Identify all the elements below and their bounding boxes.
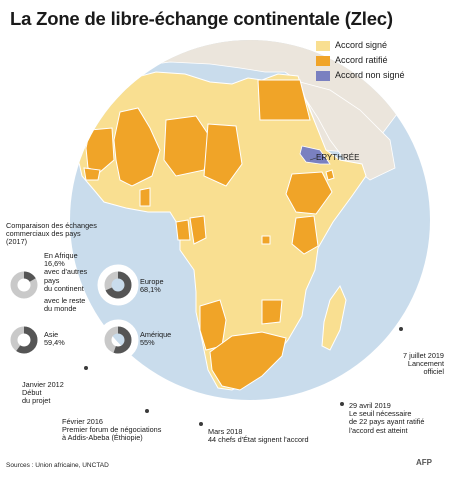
stat-asia-region: Asie: [44, 330, 59, 339]
comparison-heading-line3: (2017): [6, 237, 28, 247]
country-ghana: [139, 187, 151, 207]
timeline-date-2018: Mars 2018: [208, 427, 243, 436]
timeline-dot-2016: [145, 409, 149, 413]
timeline-text-april-2019-2: de 22 pays ayant ratifié: [349, 417, 425, 427]
country-congo: [189, 215, 207, 245]
timeline-text-2016-2: à Addis-Abeba (Éthiopie): [62, 433, 143, 443]
eritrea-label: ERYTHRÉE: [316, 153, 359, 162]
legend-label-not-signed: Accord non signé: [335, 70, 405, 80]
timeline-text-2012-1: Début: [22, 388, 42, 398]
timeline-date-2012: Janvier 2012: [22, 380, 64, 389]
stat-asia: Asie 59,4%: [44, 330, 65, 348]
stat-africa-note-3: du continent: [44, 283, 84, 293]
timeline-date-2016: Février 2016: [62, 417, 103, 426]
sources-note: Sources : Union africaine, UNCTAD: [6, 462, 109, 469]
timeline-event-july-2019: 7 juillet 2019 Lancement officiel: [403, 351, 444, 377]
timeline-text-2012-2: du projet: [22, 396, 51, 406]
stat-america-region: Amérique: [140, 330, 172, 339]
arabian-peninsula: [299, 81, 396, 181]
timeline-date-july-2019: 7 juillet 2019: [403, 351, 444, 360]
stat-africa-rest-1: avec le reste: [44, 296, 86, 305]
timeline-dot-july-2019: [399, 327, 403, 331]
timeline-text-july-2019-2: officiel: [423, 367, 444, 377]
stat-asia-value: 59,4%: [44, 338, 65, 348]
legend-swatch-ratified: [316, 56, 330, 66]
timeline-dot-2018: [199, 422, 203, 426]
stat-africa-rest-2: du monde: [44, 304, 77, 314]
timeline-text-april-2019-3: l'accord est atteint: [349, 425, 408, 435]
legend-label-signed: Accord signé: [335, 40, 388, 50]
timeline-date-april-2019: 29 avril 2019: [349, 401, 391, 410]
stat-america: Amérique 55%: [140, 330, 172, 348]
country-zimbabwe: [261, 299, 283, 325]
legend-swatch-signed: [316, 41, 330, 51]
comparison-heading-line1: Comparaison des échanges: [6, 221, 97, 230]
timeline-text-2018-1: 44 chefs d'État signent l'accord: [208, 435, 309, 445]
page-title: La Zone de libre-échange continentale (Z…: [10, 8, 393, 29]
timeline-event-2012: Janvier 2012 Début du projet: [22, 380, 64, 406]
country-kenya: [291, 215, 319, 255]
stat-africa-note-1: avec d'autres: [44, 267, 88, 277]
afp-logo: AFP: [416, 458, 432, 467]
legend-label-ratified: Accord ratifié: [335, 55, 388, 65]
comparison-heading-line2: commerciaux des pays: [6, 229, 81, 239]
timeline-dot-april-2019: [340, 402, 344, 406]
stat-europe: Europe 68,1%: [140, 277, 164, 295]
legend-swatch-not-signed: [316, 71, 330, 81]
country-senegal: [83, 167, 101, 181]
timeline-text-april-2019-1: Le seuil nécessaire: [349, 409, 412, 419]
country-south-africa: [209, 331, 287, 391]
timeline-event-2016: Février 2016 Premier forum de négociatio…: [62, 417, 162, 443]
timeline-event-2018: Mars 2018 44 chefs d'État signent l'acco…: [208, 427, 309, 445]
country-gabon: [175, 219, 191, 241]
donut-america: [97, 319, 139, 361]
donut-asia: [3, 319, 45, 361]
stat-africa-value: 16,6%: [44, 259, 65, 269]
timeline-dots: [84, 327, 403, 426]
ratified-countries: [83, 79, 335, 391]
eritrea-label-leader: [309, 157, 317, 161]
stat-europe-region: Europe: [140, 277, 164, 286]
country-mali: [113, 107, 161, 187]
country-ethiopia: [285, 171, 333, 215]
stat-america-value: 55%: [140, 338, 155, 348]
stat-africa-note-2: pays: [44, 275, 60, 285]
comparison-heading: Comparaison des échanges commerciaux des…: [6, 221, 97, 247]
country-eritrea: [299, 145, 331, 165]
country-namibia: [199, 299, 227, 351]
timeline-text-2016-1: Premier forum de négociations: [62, 425, 162, 435]
timeline-text-july-2019-1: Lancement: [407, 359, 444, 369]
stat-africa-region: En Afrique: [44, 251, 78, 260]
country-djibouti: [325, 169, 335, 181]
stat-europe-value: 68,1%: [140, 285, 161, 295]
country-egypt: [257, 79, 311, 121]
stat-africa: En Afrique 16,6% avec d'autres pays du c…: [44, 251, 88, 293]
donut-europe: [97, 264, 139, 306]
country-rwanda: [261, 235, 271, 245]
timeline-event-april-2019: 29 avril 2019 Le seuil nécessaire de 22 …: [349, 401, 425, 435]
madagascar: [321, 284, 347, 351]
timeline-dot-2012: [84, 366, 88, 370]
stat-africa-rest: avec le reste du monde: [44, 296, 86, 314]
country-chad: [203, 123, 243, 187]
donut-africa: [3, 264, 45, 306]
